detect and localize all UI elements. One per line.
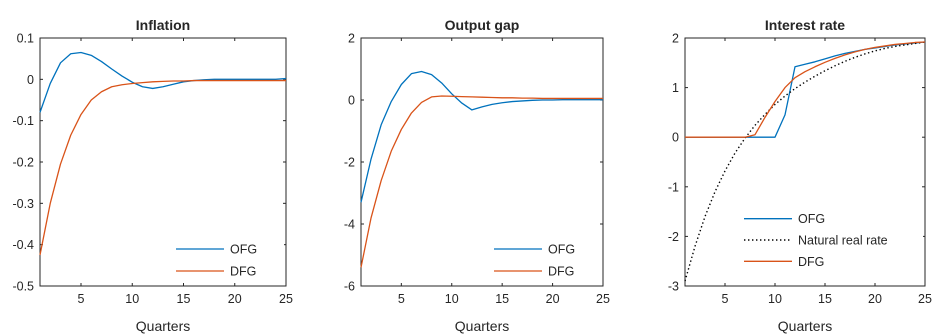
series-line-ofg bbox=[39, 51, 287, 113]
chart-title: Interest rate bbox=[765, 17, 845, 33]
x-tick-label: 5 bbox=[722, 292, 729, 306]
x-tick-label: 5 bbox=[78, 292, 85, 306]
series-line-ofg bbox=[360, 70, 603, 203]
inflation-panel: 5 10 15 20 25 -0.5 -0.4 -0.3 -0.2 -0.1 0 0.1 Inflati… bbox=[12, 17, 293, 334]
y-tick-label: 2 bbox=[348, 32, 355, 46]
legend: OFG DFG bbox=[492, 238, 602, 282]
chart-title: Inflation bbox=[136, 17, 190, 33]
y-tick-label: 2 bbox=[672, 32, 679, 46]
x-tick-label: 20 bbox=[228, 292, 242, 306]
legend-label-ofg: OFG bbox=[230, 243, 257, 257]
series-line-dfg bbox=[39, 79, 286, 256]
legend: OFG DFG bbox=[174, 238, 284, 282]
x-tick-label: 10 bbox=[768, 292, 782, 306]
y-tick-label: -0.4 bbox=[12, 238, 34, 252]
legend-label-natural-real-rate: Natural real rate bbox=[798, 234, 888, 248]
x-tick-label: 15 bbox=[177, 292, 191, 306]
x-tick-label: 25 bbox=[279, 292, 293, 306]
legend-label-dfg: DFG bbox=[548, 265, 574, 279]
chart-title: Output gap bbox=[445, 17, 520, 33]
legend-label-dfg: DFG bbox=[230, 265, 256, 279]
y-tick-label: -0.5 bbox=[12, 280, 34, 294]
legend-label-ofg: OFG bbox=[548, 243, 575, 257]
legend-label-ofg: OFG bbox=[798, 212, 825, 226]
x-tick-label: 25 bbox=[596, 292, 610, 306]
y-tick-label: -4 bbox=[344, 218, 355, 232]
y-tick-label: -0.3 bbox=[12, 197, 34, 211]
y-tick-label: -2 bbox=[344, 156, 355, 170]
interest-rate-panel: 5 10 15 20 25 -3 -2 -1 0 1 2 Interest rate Quarters O… bbox=[668, 17, 932, 334]
legend: OFG Natural real rate DFG bbox=[742, 208, 923, 272]
y-tick-label: -3 bbox=[668, 280, 679, 294]
x-tick-label: 20 bbox=[546, 292, 560, 306]
y-tick-label: -2 bbox=[668, 230, 679, 244]
y-tick-label: -0.2 bbox=[12, 156, 34, 170]
y-tick-label: 0 bbox=[27, 73, 34, 87]
x-axis-label: Quarters bbox=[778, 318, 832, 334]
y-tick-label: 0 bbox=[672, 131, 679, 145]
y-tick-label: 0.1 bbox=[17, 32, 34, 46]
output-gap-panel: 5 10 15 20 25 -6 -4 -2 0 2 Output gap Quarters OFG DF… bbox=[344, 17, 610, 334]
y-tick-label: -6 bbox=[344, 280, 355, 294]
x-tick-label: 5 bbox=[398, 292, 405, 306]
y-tick-label: 0 bbox=[348, 94, 355, 108]
series-line-dfg bbox=[360, 95, 603, 268]
legend-box bbox=[174, 238, 284, 282]
y-tick-label: -0.1 bbox=[12, 114, 34, 128]
x-tick-label: 25 bbox=[918, 292, 932, 306]
y-tick-label: 1 bbox=[672, 81, 679, 95]
series-line-dfg bbox=[685, 41, 926, 138]
x-tick-label: 10 bbox=[125, 292, 139, 306]
series-line-natural-real-rate bbox=[684, 41, 926, 282]
legend-box bbox=[492, 238, 602, 282]
x-tick-label: 15 bbox=[818, 292, 832, 306]
x-tick-label: 10 bbox=[445, 292, 459, 306]
legend-label-dfg: DFG bbox=[798, 255, 824, 269]
x-axis-label: Quarters bbox=[136, 318, 190, 334]
x-tick-label: 15 bbox=[495, 292, 509, 306]
y-tick-label: -1 bbox=[668, 180, 679, 194]
x-axis-label: Quarters bbox=[455, 318, 509, 334]
x-tick-label: 20 bbox=[868, 292, 882, 306]
